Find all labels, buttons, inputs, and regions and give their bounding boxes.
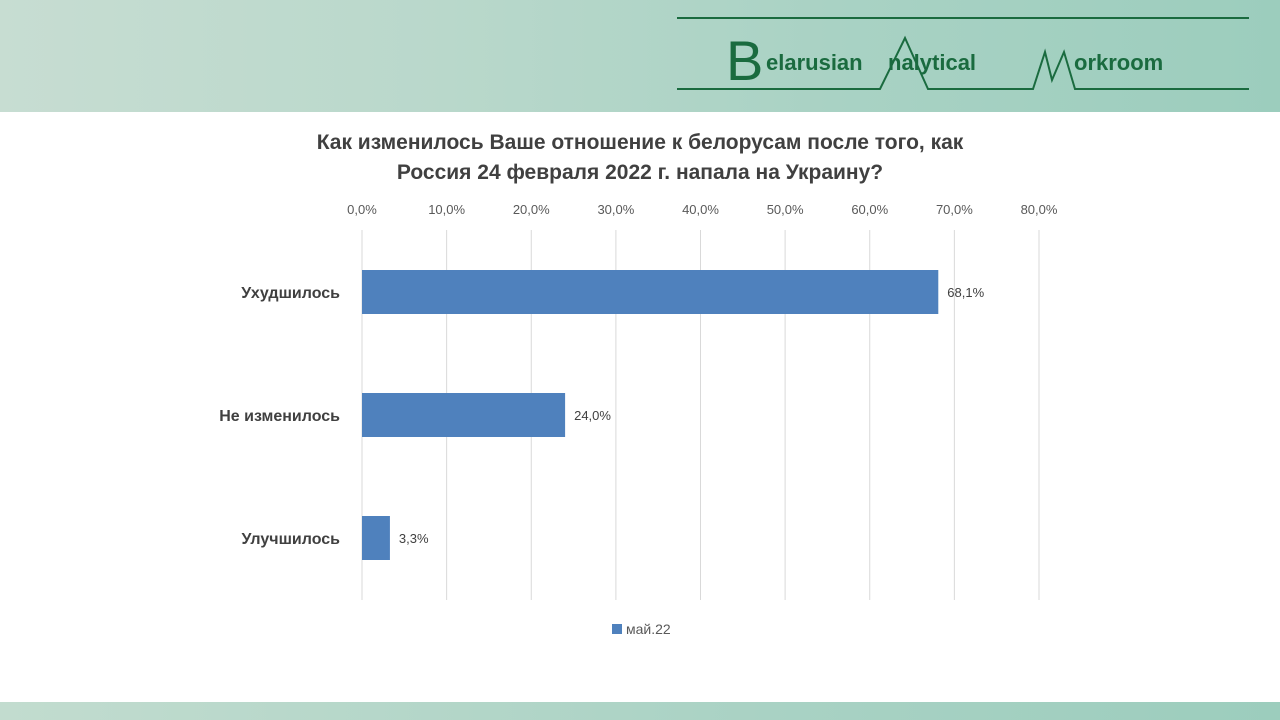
x-tick-label: 0,0% [347,202,377,217]
bar [362,393,566,437]
category-labels: Ухудшилось Не изменилось Улучшилось [219,285,340,548]
chart-title-line-2: Россия 24 февраля 2022 г. напала на Укра… [396,161,884,184]
category-label: Не изменилось [219,408,340,425]
footer-band [0,702,1280,720]
legend-label: май.22 [626,621,671,637]
header-band: B elarusian nalytical orkroom [0,0,1280,112]
x-axis-ticks: 0,0% 10,0% 20,0% 30,0% 40,0% 50,0% 60,0% 70,0% 8… [347,202,1058,217]
x-tick-label: 80,0% [1021,202,1058,217]
svg-text:B: B [726,29,763,92]
bar [362,270,939,314]
x-tick-label: 70,0% [936,202,973,217]
x-tick-label: 20,0% [513,202,550,217]
x-tick-label: 40,0% [682,202,719,217]
legend[interactable]: май.22 [612,621,671,637]
x-tick-label: 50,0% [767,202,804,217]
brand-logo: B elarusian nalytical orkroom [677,17,1249,92]
category-label: Ухудшилось [241,285,340,302]
x-tick-label: 60,0% [851,202,888,217]
data-label: 24,0% [574,408,611,423]
svg-text:nalytical: nalytical [888,50,976,75]
x-tick-label: 30,0% [597,202,634,217]
chart-title-line-1: Как изменилось Ваше отношение к белоруса… [316,131,964,154]
bar [362,516,390,560]
data-label: 68,1% [947,285,984,300]
svg-text:elarusian: elarusian [766,50,863,75]
svg-text:orkroom: orkroom [1074,50,1163,75]
category-label: Улучшилось [241,531,340,548]
bars: 68,1% 24,0% 3,3% [362,270,985,560]
data-label: 3,3% [399,531,429,546]
x-tick-label: 10,0% [428,202,465,217]
chart-title: Как изменилось Ваше отношение к белоруса… [240,128,1040,188]
legend-swatch [612,624,622,634]
